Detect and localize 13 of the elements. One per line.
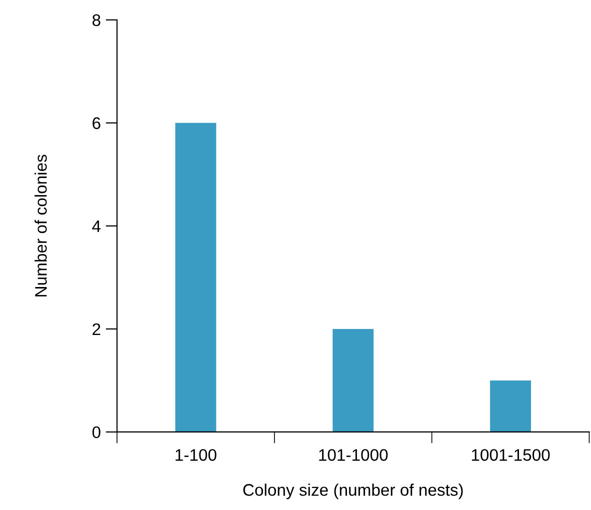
x-tick-label: 1-100 [176,449,216,461]
y-tick-label: 8 [92,14,100,26]
bar [490,380,531,432]
x-tick-label: 101-1000 [319,449,388,461]
y-axis-title: Number of colonies [34,154,47,296]
x-tick-label: 1001-1500 [472,449,550,461]
y-tick-label: 6 [92,117,100,130]
x-axis-title: Colony size (number of nests) [243,484,463,500]
y-tick-label: 4 [92,220,101,232]
bar [332,328,374,432]
y-tick-label: 0 [92,426,100,438]
bar [175,122,216,432]
y-tick-label: 2 [92,323,100,335]
